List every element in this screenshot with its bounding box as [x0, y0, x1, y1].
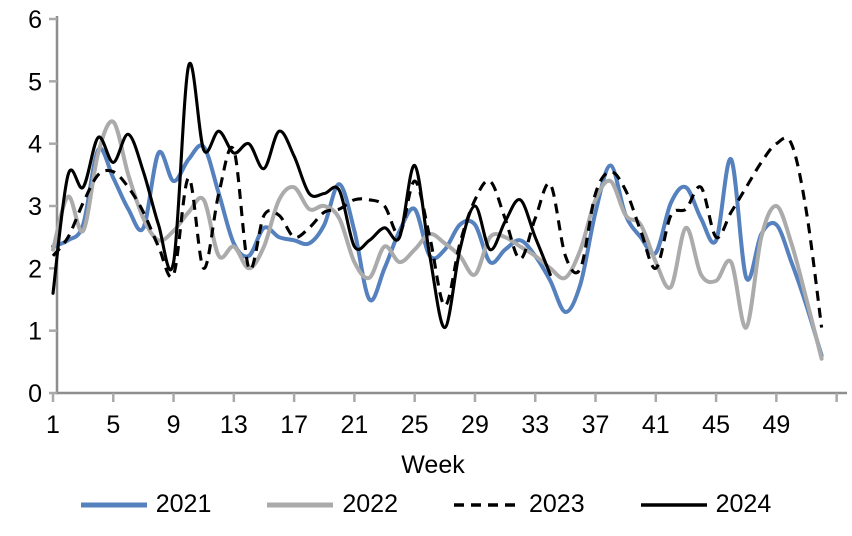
x-tick-label: 13	[220, 411, 248, 439]
x-axis-title: Week	[401, 451, 465, 479]
x-tick-label: 33	[521, 411, 549, 439]
y-tick-label: 4	[28, 131, 42, 159]
legend-label-2022: 2022	[342, 490, 398, 518]
legend-label-2024: 2024	[715, 490, 772, 518]
x-tick-label: 45	[702, 411, 730, 439]
legend-item-2022: 2022	[267, 490, 398, 519]
x-tick-label: 5	[106, 411, 120, 439]
legend-line-2022-icon	[267, 502, 334, 507]
chart-legend: 2021 2022 2023 2024	[0, 490, 852, 519]
legend-item-2023: 2023	[454, 490, 585, 519]
legend-item-2021: 2021	[80, 490, 212, 519]
legend-item-2024: 2024	[640, 490, 772, 519]
y-tick-label: 5	[28, 68, 42, 96]
x-tick-label: 49	[762, 411, 790, 439]
legend-line-2024-icon	[640, 502, 707, 507]
series-line-2021	[51, 143, 824, 358]
x-tick-label: 29	[461, 411, 489, 439]
x-tick-label: 41	[642, 411, 670, 439]
x-tick-label: 21	[340, 411, 368, 439]
series-line-2024	[51, 61, 552, 330]
x-tick-label: 37	[582, 411, 610, 439]
legend-line-2023-icon	[454, 502, 520, 507]
x-tick-label: 1	[46, 411, 60, 439]
x-tick-label: 25	[401, 411, 429, 439]
y-tick-label: 6	[28, 6, 42, 34]
y-tick-label: 0	[28, 380, 42, 408]
x-tick-label: 17	[280, 411, 308, 439]
series-line-2022	[51, 119, 824, 361]
x-tick-label: 9	[167, 411, 181, 439]
y-tick-label: 1	[28, 318, 42, 346]
legend-label-2021: 2021	[155, 490, 212, 518]
series-line-2023	[51, 136, 824, 328]
y-tick-label: 3	[28, 193, 42, 221]
legend-label-2023: 2023	[529, 490, 585, 518]
y-tick-label: 2	[28, 255, 42, 283]
legend-line-2021-icon	[80, 502, 147, 507]
